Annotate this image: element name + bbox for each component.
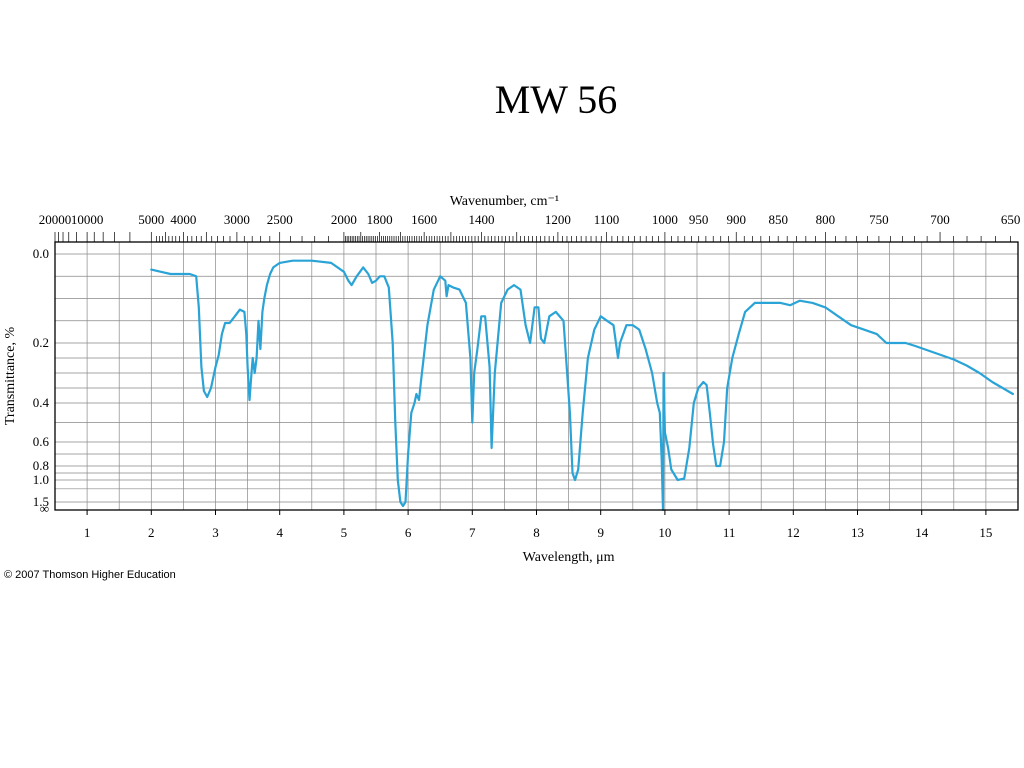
x-tick-label: 9 [597, 525, 604, 540]
x-tick-label: 2 [148, 525, 155, 540]
x-tick-label: 1 [84, 525, 91, 540]
top-tick-label: 800 [816, 212, 836, 227]
top-axis-title: Wavenumber, cm⁻¹ [450, 194, 559, 209]
y-axis-title: Transmittance, % [3, 327, 18, 426]
top-tick-label: 5000 [138, 212, 164, 227]
top-tick-label: 1200 [545, 212, 571, 227]
y-tick-label: 0.0 [33, 246, 49, 261]
slide-title-text: MW 56 [494, 77, 618, 122]
x-tick-label: 4 [276, 525, 283, 540]
top-tick-label: 700 [930, 212, 950, 227]
top-tick-label: 4000 [170, 212, 196, 227]
top-tick-label: 20000 [39, 212, 72, 227]
left-axis: 0.0 0.2 0.4 0.6 0.81.0 1.5∞ [33, 246, 50, 516]
x-axis-title: Wavelength, μm [523, 550, 615, 565]
y-tick-label: 1.5 [33, 494, 49, 509]
x-tick-label: 11 [723, 525, 736, 540]
copyright-credit: © 2007 Thomson Higher Education [4, 569, 176, 581]
y-tick-label: ∞ [40, 501, 49, 516]
y-tick-label: 0.2 [33, 335, 49, 350]
x-tick-label: 15 [979, 525, 992, 540]
top-tick-label: 1600 [411, 212, 437, 227]
x-tick-label: 14 [915, 525, 929, 540]
top-tick-label: 2500 [267, 212, 293, 227]
top-tick-label: 650 [1001, 212, 1021, 227]
top-tick-label: 1100 [594, 212, 620, 227]
x-tick-label: 7 [469, 525, 476, 540]
x-tick-label: 13 [851, 525, 864, 540]
top-tick-label: 10000 [71, 212, 104, 227]
grid-layer [55, 242, 1018, 510]
top-tick-label: 3000 [224, 212, 250, 227]
top-tick-label: 1000 [652, 212, 678, 227]
top-tick-label: 750 [869, 212, 889, 227]
top-tick-label: 950 [689, 212, 709, 227]
top-tick-label: 900 [726, 212, 746, 227]
x-tick-label: 5 [341, 525, 348, 540]
top-tick-label: 1800 [367, 212, 393, 227]
x-tick-label: 3 [212, 525, 219, 540]
series-line-spectrum [150, 259, 1014, 512]
y-tick-label: 0.8 [33, 458, 49, 473]
top-tick-label: 2000 [331, 212, 357, 227]
bottom-axis: 1 2 3 4 5 6 7 8 9 10 11 12 13 14 15 [84, 510, 992, 540]
top-axis: 20000 10000 5000 4000 3000 2500 2000 1800 1600 14… [39, 212, 1021, 242]
x-tick-label: 12 [787, 525, 800, 540]
top-tick-label: 1400 [468, 212, 494, 227]
x-tick-label: 8 [533, 525, 540, 540]
y-tick-label: 1.0 [33, 472, 49, 487]
x-tick-label: 10 [658, 525, 671, 540]
slide-title: MW 56 [0, 76, 1024, 123]
y-tick-label: 0.6 [33, 434, 50, 449]
y-tick-label: 0.4 [33, 395, 50, 410]
x-tick-label: 6 [405, 525, 412, 540]
top-tick-label: 850 [768, 212, 788, 227]
plot-frame [54, 241, 1019, 511]
